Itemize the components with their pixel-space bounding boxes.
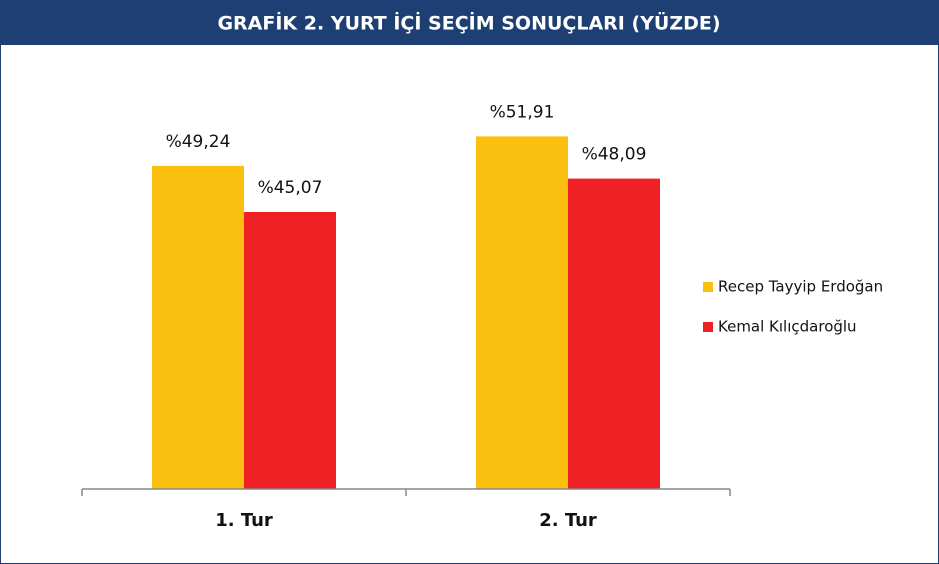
legend-swatch [703,282,713,292]
bar [152,165,244,489]
data-label: %45,07 [258,178,323,198]
legend-label: Kemal Kılıçdaroğlu [718,318,857,336]
x-tick-label: 1. Tur [215,510,273,531]
legend-swatch [703,322,713,332]
bar [244,211,336,489]
legend-label: Recep Tayyip Erdoğan [718,278,883,296]
bar [476,136,568,489]
chart-title: GRAFİK 2. YURT İÇİ SEÇİM SONUÇLARI (YÜZD… [217,11,720,35]
data-label: %48,09 [582,145,647,165]
data-label: %49,24 [166,132,231,152]
x-tick-label: 2. Tur [539,510,597,531]
data-label: %51,91 [490,102,555,122]
bar [568,178,660,489]
header-bar [0,0,939,45]
